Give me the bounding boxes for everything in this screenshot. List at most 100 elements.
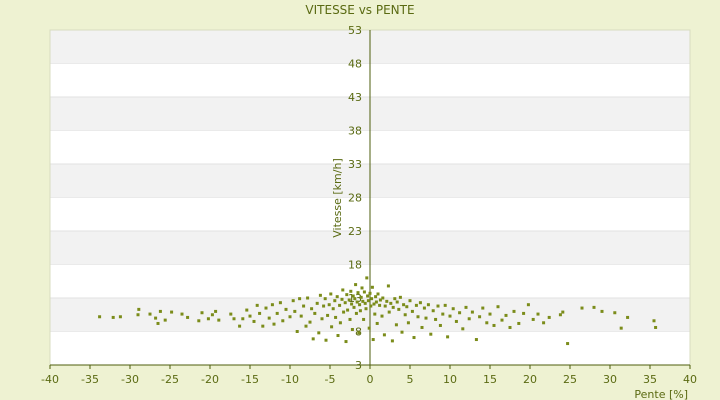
data-point (412, 336, 416, 340)
y-tick-label: 28 (348, 192, 362, 205)
data-point (403, 313, 407, 317)
data-point (387, 310, 391, 314)
data-point (353, 297, 357, 301)
y-tick-labels: 53484338332823181383 (348, 24, 362, 372)
data-point (381, 296, 385, 300)
x-tick-labels: -40 -35 -30 -25 -20 -15 -10 -5 0 5 10 15 20 25 30 35 40 (41, 365, 697, 386)
data-point (375, 321, 379, 325)
data-point (461, 327, 465, 331)
data-point (474, 338, 478, 342)
data-point (446, 335, 450, 339)
data-point (508, 325, 512, 329)
data-point (331, 307, 335, 311)
data-point (424, 316, 428, 320)
data-point (148, 312, 152, 316)
data-point (467, 317, 471, 321)
data-point (241, 317, 245, 321)
data-point (458, 311, 462, 315)
data-point (352, 305, 356, 309)
data-point (118, 315, 122, 319)
data-point (338, 303, 342, 307)
data-point (372, 302, 376, 306)
data-point (400, 330, 404, 334)
x-tick-label: 25 (563, 373, 577, 386)
data-point (385, 299, 389, 303)
data-point (438, 323, 442, 327)
data-point (366, 294, 370, 298)
data-point (255, 303, 259, 307)
data-point (245, 308, 249, 312)
data-point (397, 307, 401, 311)
data-point (252, 319, 256, 323)
data-point (406, 321, 410, 325)
data-point (338, 321, 342, 325)
data-point (504, 313, 508, 317)
data-points (98, 276, 658, 346)
data-point (394, 323, 398, 327)
data-point (329, 292, 333, 296)
data-point (320, 317, 324, 321)
data-point (558, 313, 562, 317)
data-point (206, 317, 210, 321)
data-point (336, 334, 340, 338)
data-point (356, 291, 360, 295)
chart-title: VITESSE vs PENTE (305, 3, 414, 17)
data-point (410, 309, 414, 313)
data-point (327, 303, 331, 307)
data-point (288, 315, 292, 319)
data-point (111, 315, 115, 319)
data-point (238, 324, 242, 328)
data-point (281, 319, 285, 323)
data-point (448, 314, 452, 318)
data-point (496, 305, 500, 309)
data-point (357, 331, 361, 335)
data-point (470, 310, 474, 314)
y-tick-label: 43 (348, 91, 362, 104)
data-point (272, 322, 276, 326)
y-tick-label: 53 (348, 24, 362, 37)
data-point (350, 302, 354, 306)
data-point (531, 317, 535, 321)
data-point (370, 297, 374, 301)
data-point (434, 317, 438, 321)
data-point (355, 300, 359, 304)
data-point (349, 289, 353, 293)
data-point (395, 300, 399, 304)
data-point (335, 295, 339, 299)
data-point (431, 309, 435, 313)
data-point (378, 303, 382, 307)
x-tick-label: 20 (523, 373, 537, 386)
data-point (441, 312, 445, 316)
x-tick-label: -25 (161, 373, 179, 386)
data-point (344, 340, 348, 344)
data-point (364, 307, 368, 311)
data-point (350, 327, 354, 331)
data-point (492, 323, 496, 327)
data-point (451, 307, 455, 311)
data-point (405, 305, 409, 309)
data-point (368, 291, 372, 295)
data-point (429, 332, 433, 336)
data-point (261, 324, 265, 328)
data-point (619, 326, 623, 330)
y-tick-label: 48 (348, 58, 362, 71)
data-point (370, 285, 374, 289)
data-point (163, 318, 167, 322)
data-point (323, 297, 327, 301)
data-point (561, 310, 565, 314)
data-point (137, 307, 141, 311)
data-point (264, 306, 268, 310)
data-point (363, 301, 367, 305)
x-tick-label: -30 (121, 373, 139, 386)
data-point (547, 315, 551, 319)
data-point (464, 305, 468, 309)
data-point (136, 313, 140, 317)
data-point (358, 303, 362, 307)
x-tick-label: -20 (201, 373, 219, 386)
data-point (374, 300, 378, 304)
data-point (380, 314, 384, 318)
data-point (362, 290, 366, 294)
data-point (214, 309, 218, 313)
y-tick-label: 38 (348, 125, 362, 138)
